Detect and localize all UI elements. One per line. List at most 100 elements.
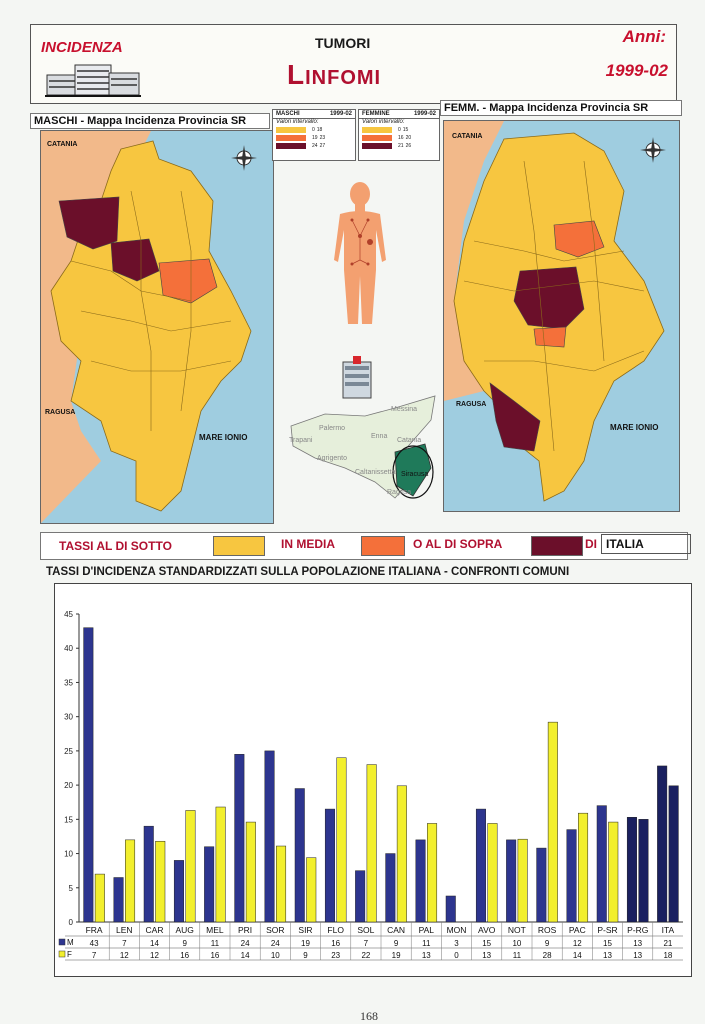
data-label-m: 11: [422, 939, 431, 948]
bar-m: [264, 750, 275, 923]
y-tick-label: 10: [64, 850, 73, 859]
bar-f: [125, 839, 136, 923]
data-label-m: 16: [331, 939, 340, 948]
female-map-sea: MARE IONIO: [610, 423, 659, 432]
bar-m: [324, 808, 335, 923]
category-label: MON: [447, 925, 467, 935]
row-legend-label: M: [67, 938, 74, 947]
category-label: SOR: [266, 925, 284, 935]
compass-icon: [640, 137, 666, 163]
page-number: 168: [360, 1009, 378, 1023]
data-label-m: 24: [271, 939, 280, 948]
female-legend-row: 16 20: [362, 134, 436, 141]
category-label: PAC: [569, 925, 586, 935]
y-tick-label: 0: [69, 918, 74, 927]
header-tumori: TUMORI: [315, 35, 371, 51]
bar-m: [294, 788, 305, 923]
category-label: P-SR: [597, 925, 617, 935]
bar-m: [475, 808, 486, 923]
sicily-label: Siracusa: [401, 471, 428, 478]
bar-f: [427, 823, 438, 923]
page-header: INCIDENZA TUMORI Linfomi Anni: 1999-02: [30, 24, 677, 104]
male-legend-label: MASCHI: [276, 111, 300, 117]
data-label-m: 13: [633, 939, 642, 948]
female-map-catania: CATANIA: [452, 133, 483, 140]
data-label-f: 9: [303, 951, 308, 960]
data-label-f: 28: [543, 951, 552, 960]
bar-m: [506, 839, 517, 923]
male-map-catania: CATANIA: [47, 141, 78, 148]
header-anni-label: Anni:: [622, 27, 666, 46]
sicily-label: Palermo: [319, 425, 345, 432]
male-legend-years: 1999-02: [329, 111, 352, 117]
data-label-f: 10: [271, 951, 280, 960]
category-label: FRA: [86, 925, 103, 935]
category-label: P-RG: [627, 925, 648, 935]
data-label-m: 9: [182, 939, 187, 948]
bar-f: [245, 821, 256, 923]
color-legend: TASSI AL DI SOTTO IN MEDIA O AL DI SOPRA…: [40, 532, 691, 560]
bar-f: [276, 845, 287, 923]
y-tick-label: 45: [64, 610, 73, 619]
male-legend-row: 19 23: [276, 134, 352, 141]
female-map-graphic: [444, 121, 665, 502]
human-body-lymph-icon: [334, 182, 386, 324]
bar-m: [204, 846, 215, 923]
female-map-title: FEMM. - Mappa Incidenza Provincia SR: [440, 100, 682, 116]
data-label-m: 3: [454, 939, 459, 948]
category-label: CAR: [146, 925, 164, 935]
y-tick-label: 5: [69, 884, 74, 893]
sicily-label: Ragusa: [387, 489, 411, 496]
data-label-f: 12: [120, 951, 129, 960]
bar-f: [608, 821, 619, 923]
category-label: CAN: [387, 925, 405, 935]
compass-icon: [231, 145, 257, 171]
header-linfomi: Linfomi: [287, 59, 382, 90]
data-label-f: 13: [482, 951, 491, 960]
sicily-label: Catania: [397, 437, 421, 444]
data-label-f: 12: [150, 951, 159, 960]
legend-above: O AL DI SOPRA: [413, 537, 503, 551]
legend-swatch-above: [361, 536, 405, 556]
bar-m: [234, 754, 245, 923]
female-legend-label: FEMMINE: [362, 111, 390, 117]
bar-chart: 051015202530354045MF437FRA712LEN1412CAR9…: [58, 610, 683, 961]
category-label: PRI: [238, 925, 252, 935]
category-label: ROS: [538, 925, 557, 935]
male-mini-legend: MASCHI 1999-02 Valori intervallo: 0 18 19 2…: [272, 109, 356, 161]
bar-m: [596, 805, 607, 923]
bar-f: [94, 873, 105, 923]
legend-average: IN MEDIA: [281, 537, 335, 551]
data-label-m: 21: [663, 939, 672, 948]
male-legend-note: Valori intervallo:: [276, 119, 319, 125]
data-label-f: 22: [361, 951, 370, 960]
row-legend-swatch: [58, 950, 66, 958]
category-label: LEN: [116, 925, 133, 935]
bar-m: [657, 765, 668, 923]
category-label: SIR: [298, 925, 312, 935]
data-label-f: 7: [92, 951, 97, 960]
category-label: MEL: [206, 925, 224, 935]
data-label-f: 16: [210, 951, 219, 960]
sicily-label: Messina: [391, 406, 417, 413]
data-label-m: 7: [364, 939, 369, 948]
category-label: AUG: [175, 925, 193, 935]
male-map: CATANIA RAGUSA MARE IONIO: [40, 130, 274, 524]
data-label-m: 15: [603, 939, 612, 948]
bar-m: [566, 829, 577, 923]
male-legend-row: 24 27: [276, 142, 352, 149]
y-tick-label: 25: [64, 747, 73, 756]
legend-below: TASSI AL DI SOTTO: [59, 539, 172, 553]
y-tick-label: 15: [64, 815, 73, 824]
female-map: CATANIA RAGUSA MARE IONIO: [443, 120, 680, 512]
bar-f: [578, 812, 589, 923]
category-label: AVO: [478, 925, 496, 935]
y-tick-label: 30: [64, 713, 73, 722]
sicily-map: Messina Palermo Enna Catania Trapani Agr…: [289, 356, 436, 499]
bar-f: [306, 857, 317, 923]
category-label: SOL: [357, 925, 374, 935]
y-tick-label: 35: [64, 678, 73, 687]
female-legend-row: 0 15: [362, 126, 436, 133]
data-label-m: 7: [122, 939, 127, 948]
female-legend-years: 1999-02: [413, 111, 436, 117]
